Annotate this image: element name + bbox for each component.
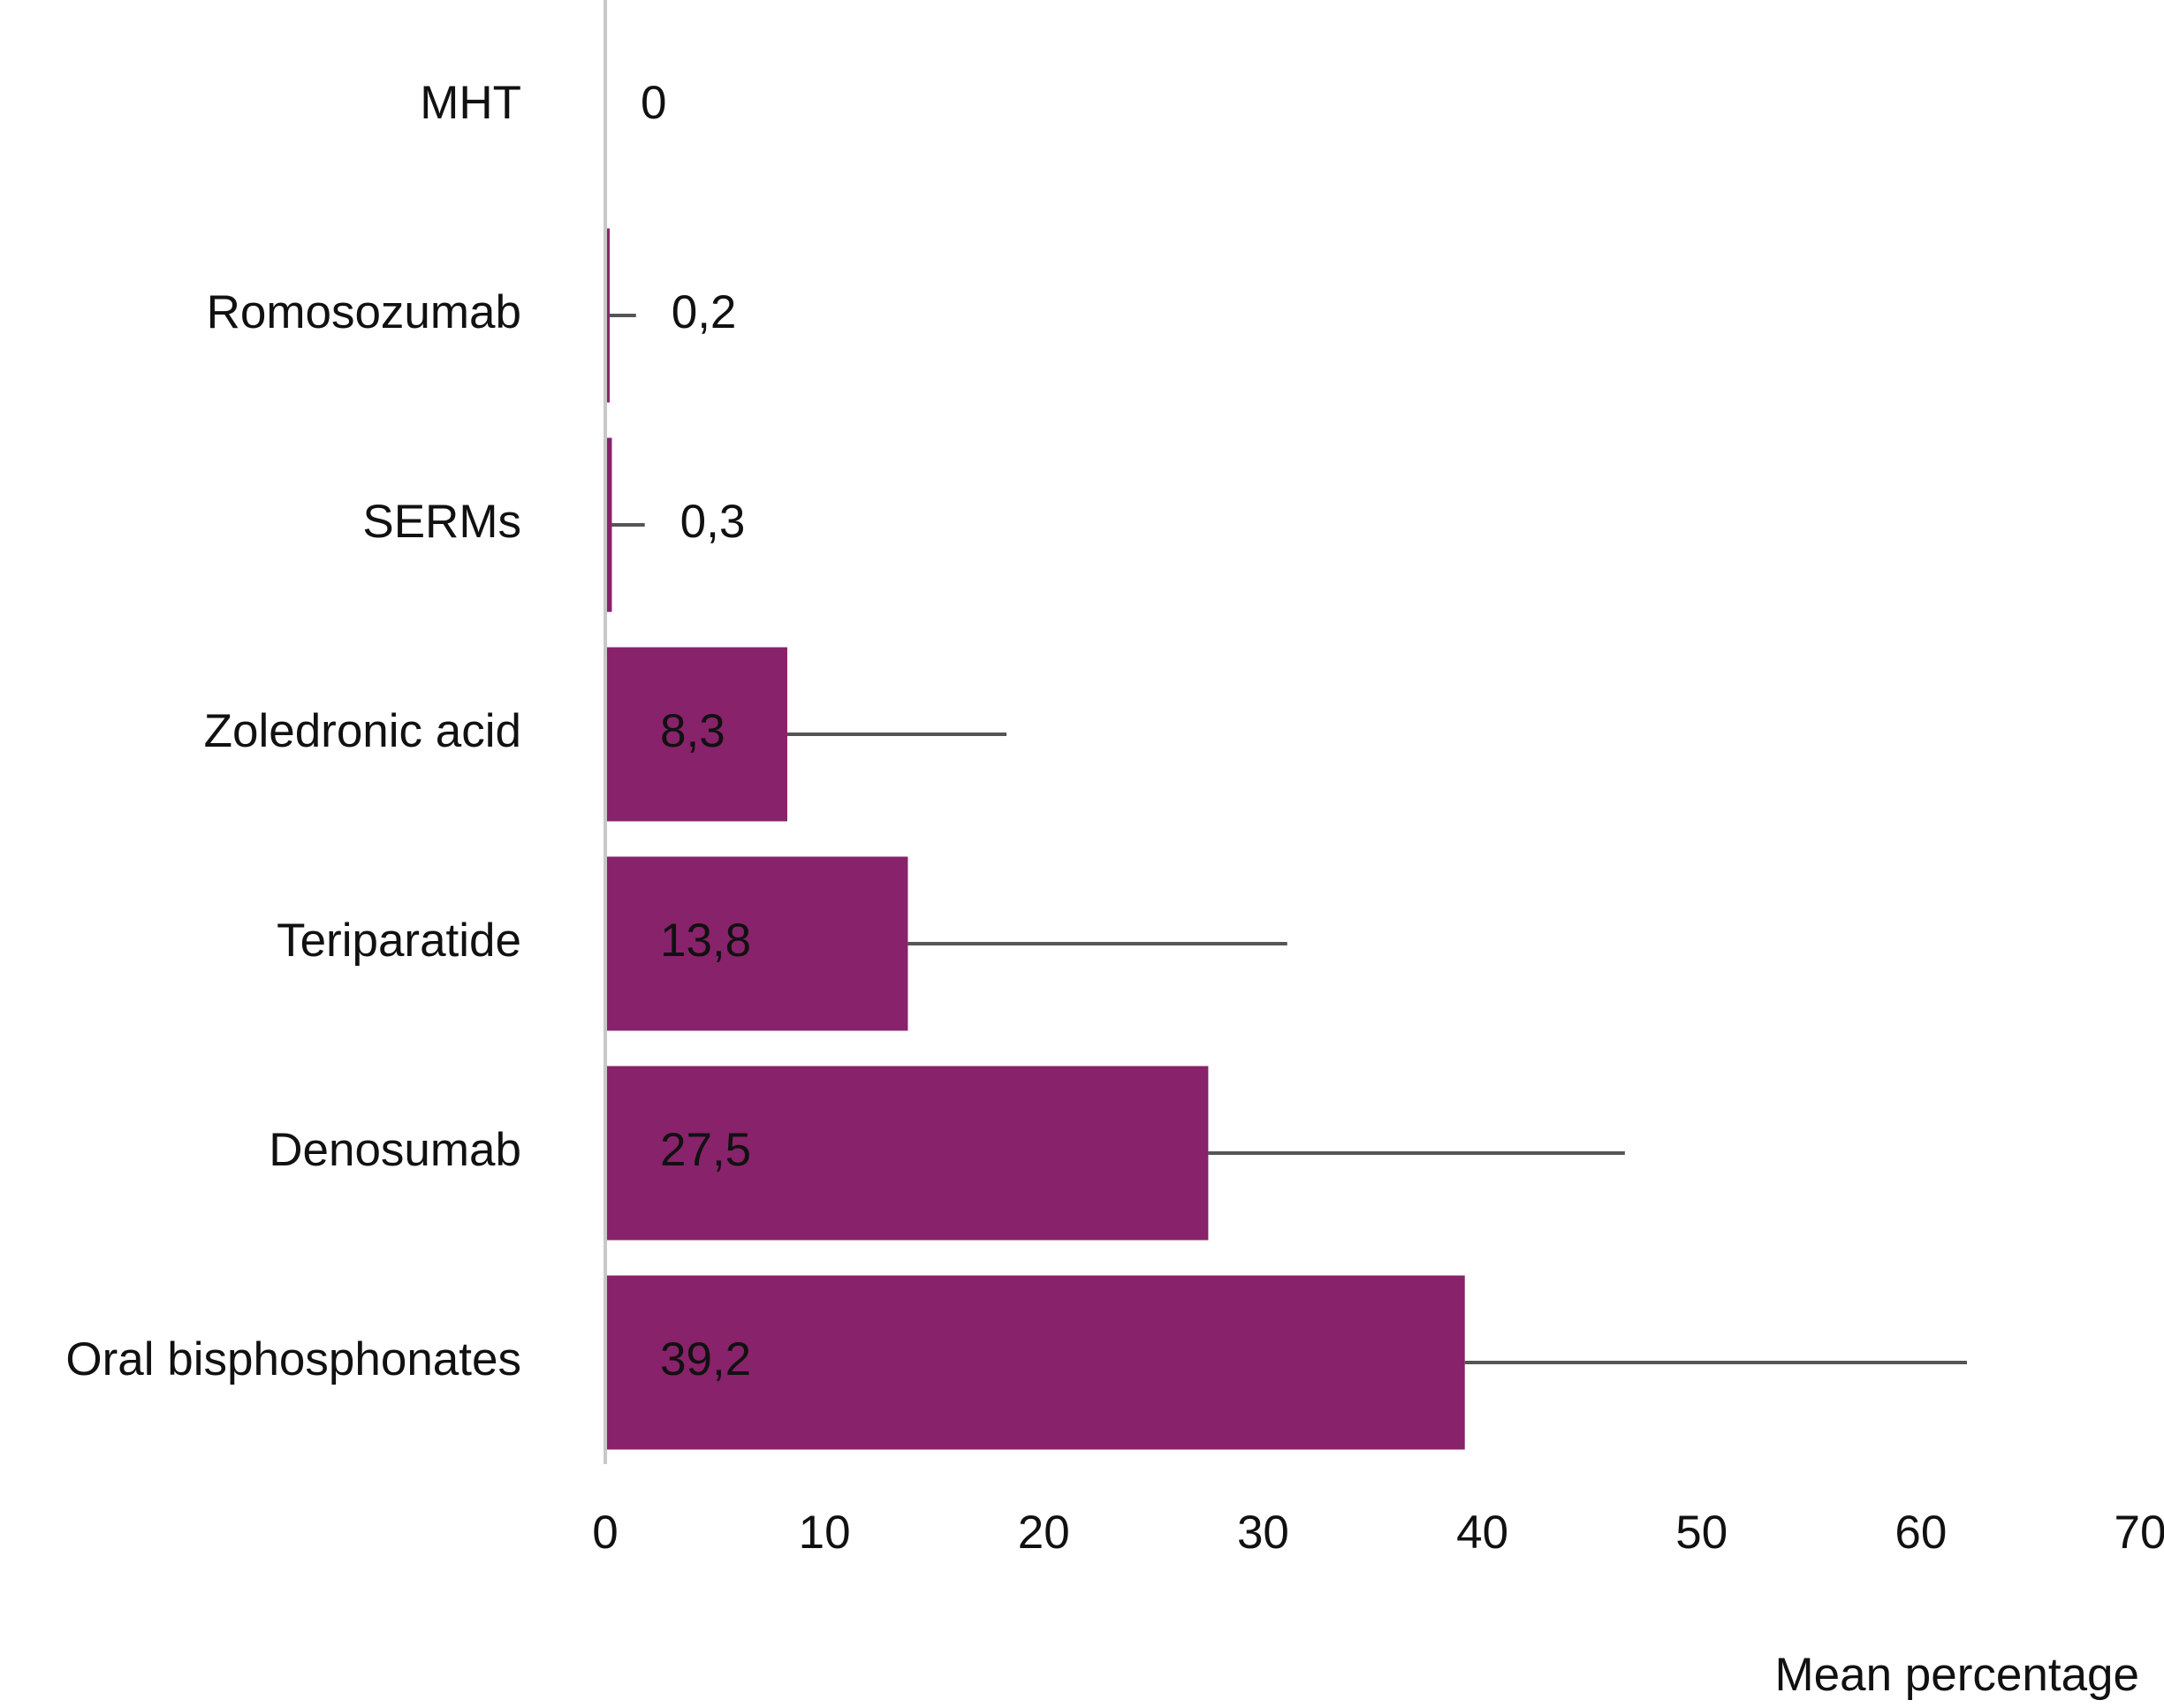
x-tick-label: 50 [1675,1507,1727,1559]
value-label: 0,3 [680,496,746,548]
bar [605,228,610,403]
y-tick-label: Teriparatide [277,915,521,967]
bar [605,1275,1465,1450]
value-label: 39,2 [660,1333,751,1385]
value-label: 0,2 [672,286,737,338]
value-label: 0 [641,77,666,129]
value-label: 8,3 [660,705,725,757]
value-label: 13,8 [660,915,751,967]
x-tick-label: 30 [1237,1507,1289,1559]
y-tick-label: Denosumab [269,1124,521,1176]
x-tick-label: 10 [799,1507,851,1559]
x-tick-label: 20 [1018,1507,1070,1559]
y-tick-label: Romosozumab [207,286,521,338]
bar [605,1066,1209,1241]
bar [605,437,612,612]
x-tick-label: 70 [2115,1507,2164,1559]
bar [605,856,908,1031]
x-tick-label: 60 [1894,1507,1947,1559]
x-tick-label: 40 [1456,1507,1508,1559]
bar [605,647,787,822]
x-tick-label: 0 [592,1507,618,1559]
x-axis-title: Mean percentage [1774,1649,2139,1701]
y-tick-label: MHT [420,77,521,129]
y-tick-label: SERMs [362,496,521,548]
value-label: 27,5 [660,1124,751,1176]
y-tick-label: Zoledronic acid [204,705,521,757]
y-tick-label: Oral bisphosphonates [65,1333,521,1385]
